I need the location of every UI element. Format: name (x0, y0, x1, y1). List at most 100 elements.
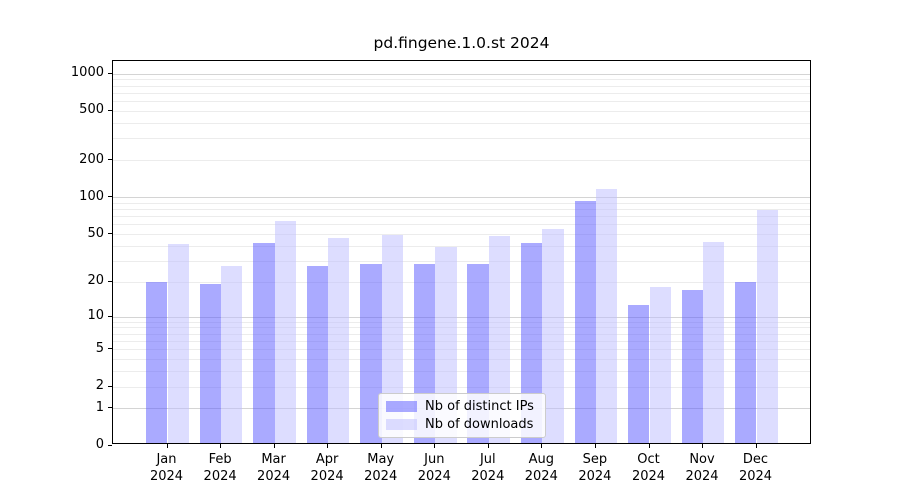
x-tick (755, 444, 757, 448)
gridline-minor (113, 85, 810, 87)
gridline-minor (113, 333, 810, 335)
legend-item-downloads: Nb of downloads (386, 417, 537, 432)
bar-downloads-mar (274, 220, 296, 443)
y-tick-label: 0 (95, 437, 104, 453)
y-tick (108, 280, 112, 282)
chart-title: pd.fingene.1.0.st 2024 (373, 34, 550, 52)
bar-distinct-ips-mar (253, 243, 275, 443)
bar-distinct-ips-oct (628, 304, 650, 443)
gridline-minor (113, 224, 810, 226)
bar-distinct-ips-jan (146, 281, 168, 443)
gridline-minor (113, 281, 810, 283)
gridline-minor (113, 245, 810, 247)
bar-distinct-ips-feb (199, 284, 222, 443)
y-tick-label: 200 (79, 151, 104, 167)
y-tick-label: 20 (87, 273, 104, 289)
bar-downloads-jul (488, 235, 511, 443)
bar-downloads-aug (542, 229, 564, 443)
gridline-minor (113, 122, 810, 124)
gridline-major (113, 316, 810, 318)
plot-area (112, 60, 811, 444)
legend-label-distinct-ips: Nb of distinct IPs (425, 399, 534, 414)
bar-downloads-dec (756, 209, 778, 443)
bar-downloads-may (381, 234, 404, 443)
y-tick-label: 5 (95, 340, 104, 356)
bar-downloads-apr (328, 238, 350, 443)
bar-distinct-ips-sep (574, 200, 596, 443)
x-tick (327, 444, 329, 448)
x-tick (380, 444, 382, 448)
x-tick-label: Feb 2024 (203, 452, 237, 484)
gridline-minor (113, 79, 810, 81)
gridline-minor (113, 234, 810, 235)
bar-distinct-ips-may (360, 263, 382, 443)
x-tick-label: Jun 2024 (417, 452, 451, 484)
gridline-minor (113, 371, 810, 372)
gridline-minor (113, 138, 810, 140)
y-tick (108, 196, 112, 198)
gridline-minor (113, 92, 810, 94)
gridline-minor (113, 216, 810, 218)
gridline-minor (113, 359, 810, 360)
x-tick-label: Dec 2024 (738, 452, 773, 484)
bar-downloads-nov (703, 241, 725, 443)
x-tick (594, 444, 596, 448)
bar-downloads-feb (221, 265, 243, 443)
x-tick-label: Oct 2024 (631, 452, 666, 484)
gridline-minor (113, 260, 810, 262)
legend-label-downloads: Nb of downloads (425, 417, 534, 432)
y-tick (108, 72, 112, 74)
x-tick (220, 444, 222, 448)
y-tick (108, 109, 112, 111)
gridline-major (113, 73, 810, 75)
y-tick (108, 444, 112, 446)
y-tick-label: 100 (79, 188, 104, 204)
gridline-major (113, 197, 810, 199)
x-tick-label: Jul 2024 (471, 452, 505, 484)
y-tick (108, 385, 112, 387)
x-tick-label: Sep 2024 (578, 452, 612, 484)
gridline-minor (113, 110, 810, 112)
y-tick (108, 348, 112, 350)
y-tick-label: 1 (95, 399, 104, 415)
legend-item-distinct-ips: Nb of distinct IPs (386, 399, 537, 414)
x-tick (166, 444, 168, 448)
x-tick (487, 444, 489, 448)
y-tick (108, 233, 112, 234)
legend-swatch-downloads (386, 419, 417, 430)
bar-downloads-sep (595, 189, 618, 443)
x-tick-label: Nov 2024 (685, 452, 719, 484)
legend: Nb of distinct IPs Nb of downloads (378, 393, 546, 438)
gridline-minor (113, 209, 810, 210)
gridline-minor (113, 160, 810, 162)
gridline-minor (113, 101, 810, 103)
bar-downloads-jan (167, 244, 189, 443)
bar-distinct-ips-apr (306, 265, 329, 443)
gridline-minor (113, 349, 810, 351)
x-tick (273, 444, 275, 448)
gridline-minor (113, 327, 810, 329)
y-tick-label: 500 (79, 102, 104, 118)
gridline-minor (113, 340, 810, 342)
y-tick-label: 10 (87, 308, 104, 324)
gridline-minor (113, 321, 810, 323)
x-tick-label: Mar 2024 (257, 452, 291, 484)
x-tick-label: May 2024 (364, 452, 398, 484)
y-tick (108, 407, 112, 409)
bar-distinct-ips-dec (735, 281, 757, 443)
x-tick (434, 444, 436, 448)
legend-swatch-distinct-ips (386, 401, 417, 412)
bar-distinct-ips-nov (681, 290, 703, 443)
x-tick-label: Jan 2024 (149, 452, 184, 484)
x-tick-label: Apr 2024 (310, 452, 344, 484)
bar-downloads-oct (649, 287, 671, 443)
gridline-minor (113, 386, 810, 388)
x-tick-label: Aug 2024 (524, 452, 558, 484)
x-tick (541, 444, 543, 448)
x-tick (702, 444, 703, 448)
x-tick (648, 444, 650, 448)
y-tick (108, 315, 112, 317)
y-tick-label: 50 (87, 225, 104, 241)
y-tick (108, 159, 112, 161)
